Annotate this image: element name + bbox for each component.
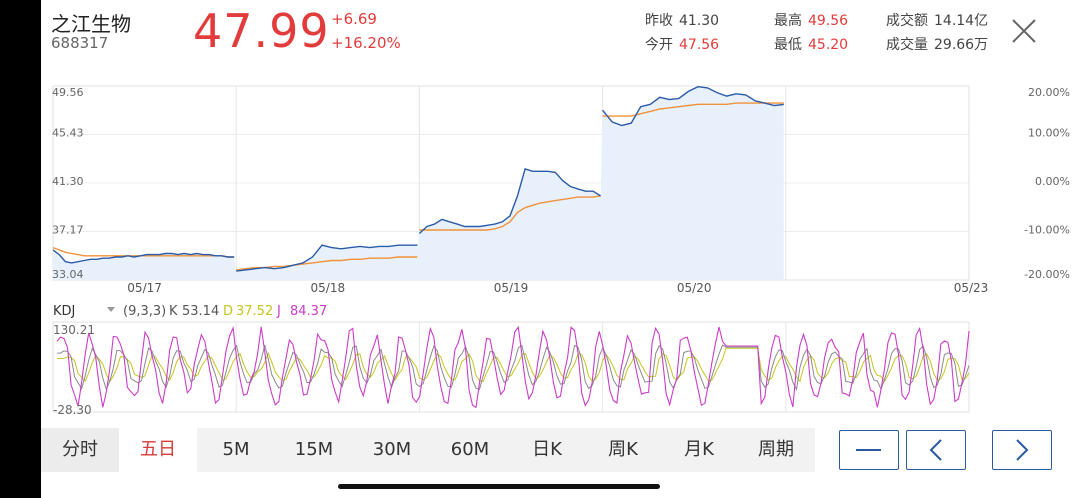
stat-value: 49.56: [808, 13, 849, 29]
tab-分时[interactable]: 分时: [41, 428, 119, 472]
tab-30M[interactable]: 30M: [372, 439, 412, 460]
home-indicator: [338, 484, 660, 489]
price-tick-label: 37.17: [52, 224, 84, 237]
minus-icon: [856, 449, 881, 451]
close-button[interactable]: [1009, 16, 1039, 46]
date-tick-label: 05/20: [677, 281, 712, 295]
price-lines: [52, 85, 784, 272]
stat-open: 今开 47.56: [645, 34, 719, 54]
kdj-j-line: [56, 325, 970, 409]
kdj-params: (9,3,3): [123, 304, 166, 319]
stat-value: 14.14亿: [934, 13, 989, 29]
kdj-j-value: 84.37: [290, 304, 327, 319]
stat-value: 45.20: [808, 37, 849, 53]
period-tabs: 分时 五日 5M 15M 30M 60M 日K 周K 月K 周期: [41, 428, 815, 472]
pct-tick-label: 10.00%: [1028, 127, 1070, 140]
chevron-down-icon[interactable]: [107, 307, 115, 312]
stat-amount: 成交额 14.14亿: [886, 10, 988, 30]
stat-low: 最低 45.20: [774, 34, 848, 54]
stat-label: 最高: [774, 13, 802, 29]
chevron-right-icon: [1016, 439, 1029, 461]
stat-label: 成交额: [886, 13, 928, 29]
tab-月K[interactable]: 月K: [684, 439, 714, 460]
pct-tick-label: -10.00%: [1024, 224, 1070, 237]
stock-code: 688317: [51, 34, 109, 52]
date-tick-label: 05/23: [954, 281, 989, 295]
price-tick-label: 45.43: [52, 127, 84, 140]
tab-周期[interactable]: 周期: [758, 439, 794, 460]
tab-五日[interactable]: 五日: [119, 428, 197, 472]
stat-prev-close: 昨收 41.30: [645, 10, 719, 30]
zoom-out-button[interactable]: [839, 430, 899, 470]
kdj-chart-border: [52, 321, 970, 413]
pct-tick-label: 20.00%: [1028, 86, 1070, 99]
prev-button[interactable]: [906, 430, 966, 470]
kdj-legend: KDJ (9,3,3) K 53.14 D 37.52 J 84.37: [53, 304, 327, 319]
kdj-lines: [56, 325, 970, 409]
price-line: [52, 85, 784, 272]
kdj-d-value: 37.52: [236, 304, 273, 319]
price-tick-label: 49.56: [52, 86, 84, 99]
close-icon: [1012, 19, 1036, 43]
price-tick-label: 41.30: [52, 175, 84, 188]
kdj-d-label: D: [223, 304, 233, 319]
kdj-bottom-tick: -28.30: [53, 403, 92, 417]
kdj-grid: [52, 321, 970, 413]
next-button[interactable]: [992, 430, 1052, 470]
tab-60M[interactable]: 60M: [450, 439, 490, 460]
tab-5M[interactable]: 5M: [222, 439, 250, 460]
kdj-indicator-label: KDJ: [53, 304, 75, 319]
stat-label: 成交量: [886, 37, 928, 53]
stat-value: 29.66万: [934, 37, 989, 53]
stat-label: 今开: [645, 37, 673, 53]
current-price: 47.99: [193, 4, 330, 58]
kdj-k-line: [57, 344, 970, 391]
price-change-pct: +16.20%: [331, 34, 401, 52]
stat-label: 最低: [774, 37, 802, 53]
kdj-top-tick: 130.21: [53, 323, 95, 337]
price-axis-ticks: 49.56 45.43 41.30 37.17 33.04 20.00% 10.00% 0.0…: [52, 86, 1070, 281]
stat-volume: 成交量 29.66万: [886, 34, 988, 54]
price-tick-label: 33.04: [52, 268, 84, 281]
stat-value: 47.56: [679, 37, 720, 53]
stock-name: 之江生物: [51, 12, 131, 36]
date-tick-label: 05/19: [494, 281, 529, 295]
tab-15M[interactable]: 15M: [294, 439, 334, 460]
kdj-k-label: K: [169, 304, 178, 319]
kdj-k-value: 53.14: [182, 304, 219, 319]
chart-area[interactable]: 49.56 45.43 41.30 37.17 33.04 20.00% 10.00% 0.0…: [41, 78, 1080, 418]
tab-日K[interactable]: 日K: [532, 439, 562, 460]
pct-tick-label: 0.00%: [1035, 175, 1070, 188]
stat-high: 最高 49.56: [774, 10, 848, 30]
tab-周K[interactable]: 周K: [608, 439, 638, 460]
stock-chart-screen: 之江生物 688317 47.99 +6.69 +16.20% 昨收 41.30 …: [41, 0, 1080, 498]
kdj-j-label: J: [276, 304, 281, 319]
chevron-left-icon: [929, 439, 942, 461]
date-tick-label: 05/18: [311, 281, 346, 295]
pct-tick-label: -20.00%: [1024, 268, 1070, 281]
date-tick-label: 05/17: [127, 281, 162, 295]
date-axis-ticks: 05/17 05/18 05/19 05/20 05/23: [127, 281, 988, 295]
price-fill-area: [53, 86, 784, 280]
stat-value: 41.30: [679, 13, 720, 29]
stock-header: 之江生物 688317 47.99 +6.69 +16.20% 昨收 41.30 …: [41, 0, 1080, 72]
stat-label: 昨收: [645, 13, 673, 29]
price-change: +6.69: [331, 10, 377, 28]
